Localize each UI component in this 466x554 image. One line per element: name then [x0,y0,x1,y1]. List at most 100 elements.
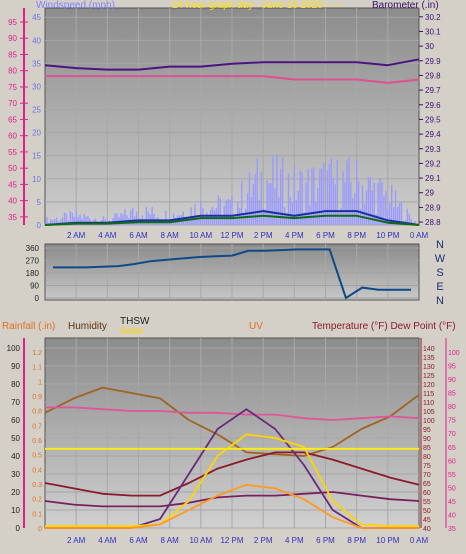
dew-tick-label: 40 [448,512,456,519]
dew-tick-label: 50 [448,485,456,492]
temp-tick-label: 105 [423,409,435,416]
baro-tick-label: 30.2 [425,13,441,22]
solar-series [45,433,419,528]
top-x-label: 10 AM [189,231,212,240]
baro-tick-label: 28.9 [425,203,441,212]
top-x-label: 4 PM [285,231,304,240]
wind-tick-label: 30 [32,82,41,91]
wind-direction-variance-series [44,214,420,226]
left-tick-label: 70 [8,99,17,108]
humidity-tick-label: 40 [11,452,20,461]
barometer-label: Barometer (.in) [372,0,439,11]
humidity-tick-label: 30 [11,470,20,479]
thsw-label: THSW [120,316,150,327]
top-x-label: 8 PM [347,231,366,240]
compass-label: S [436,267,443,279]
temperature-label: Temperature (°F) Dew Point (°F) [312,321,456,332]
rain-tick-label: 1 [38,379,42,386]
temp-tick-label: 115 [423,391,434,398]
temperature-series [44,451,420,497]
dew-tick-label: 75 [448,418,456,425]
temp-tick-label: 125 [423,373,435,380]
bottom-x-label: 2 AM [67,536,86,545]
top-x-label: 6 AM [129,231,148,240]
rain-tick-label: 0.1 [32,511,42,518]
barometer-series [44,58,420,71]
dew-point-series [44,491,420,508]
bottom-x-label: 4 PM [285,536,304,545]
temp-tick-label: 80 [423,454,431,461]
bottom-x-label: 6 AM [129,536,148,545]
dew-tick-label: 95 [448,364,456,371]
temp-tick-label: 90 [423,436,431,443]
direction-tick-label: 360 [26,244,40,253]
humidity-tick-label: 80 [11,380,20,389]
windspeed-label: Windspeed (mph) [36,0,115,11]
left-tick-label: 75 [8,83,17,92]
humidity-tick-label: 90 [11,362,20,371]
baro-tick-label: 29.7 [425,86,441,95]
humidity-tick-label: 20 [11,488,20,497]
baro-tick-label: 29 [425,189,434,198]
solar-label: Solar [120,326,144,337]
baro-tick-label: 29.9 [425,57,441,66]
top-x-label: 2 PM [254,231,273,240]
dew-tick-label: 100 [448,350,460,357]
wind-tick-label: 15 [32,152,41,161]
left-tick-label: 80 [8,67,17,76]
humidity-tick-label: 0 [16,524,21,533]
top-x-label: 6 PM [316,231,335,240]
temp-tick-label: 60 [423,490,431,497]
wind-tick-label: 5 [37,198,42,207]
temp-tick-label: 55 [423,499,431,506]
compass-label: N [436,295,444,307]
bottom-x-label: 2 PM [254,536,273,545]
baro-tick-label: 30 [425,42,434,51]
wind-tick-label: 10 [32,175,41,184]
humidity-tick-label: 70 [11,398,20,407]
compass-label: N [436,239,444,251]
temp-tick-label: 40 [423,526,431,533]
direction-tick-label: 0 [35,294,40,303]
rain-tick-label: 1.2 [32,350,42,357]
bottom-x-label: 6 PM [316,536,335,545]
direction-tick-label: 180 [26,269,40,278]
wind-tick-label: 25 [32,106,41,115]
bottom-x-label: 8 PM [347,536,366,545]
baro-tick-label: 29.2 [425,159,441,168]
temp-tick-label: 50 [423,508,431,515]
top-x-label: 8 AM [161,231,180,240]
left-tick-label: 65 [8,115,17,124]
temp-tick-label: 70 [423,472,431,479]
humidity-tick-label: 10 [11,506,20,515]
rain-tick-label: 0.4 [32,467,42,474]
left-tick-label: 90 [8,34,17,43]
temp-tick-label: 120 [423,382,435,389]
humidity-tick-label: 60 [11,416,20,425]
top-x-label: 0 AM [410,231,429,240]
rain-tick-label: 0.2 [32,497,42,504]
dew-tick-label: 65 [448,445,456,452]
left-tick-label: 55 [8,148,17,157]
left-tick-label: 95 [8,18,17,27]
chart-title: 24 hour graph day - June 18 2020 - --- [172,0,342,11]
rain-tick-label: 0 [38,526,42,533]
bottom-x-label: 12 PM [220,536,243,545]
humidity-tick-label: 100 [7,344,21,353]
wind-direction-series [53,248,411,300]
left-tick-label: 35 [8,213,17,222]
pink-dew-point-scale--series [45,406,420,421]
wind-tick-label: 45 [32,13,41,22]
baro-tick-label: 29.1 [425,174,441,183]
bottom-x-label: 10 AM [189,536,212,545]
temp-tick-label: 95 [423,427,431,434]
temp-tick-label: 85 [423,445,431,452]
left-tick-label: 50 [8,164,17,173]
rainfall-label: Rainfall (.in) [2,321,55,332]
temp-tick-label: 100 [423,418,435,425]
baro-tick-label: 29.5 [425,115,441,124]
rain-tick-label: 0.7 [32,423,42,430]
temp-tick-label: 75 [423,463,431,470]
bottom-x-label: 8 AM [161,536,180,545]
